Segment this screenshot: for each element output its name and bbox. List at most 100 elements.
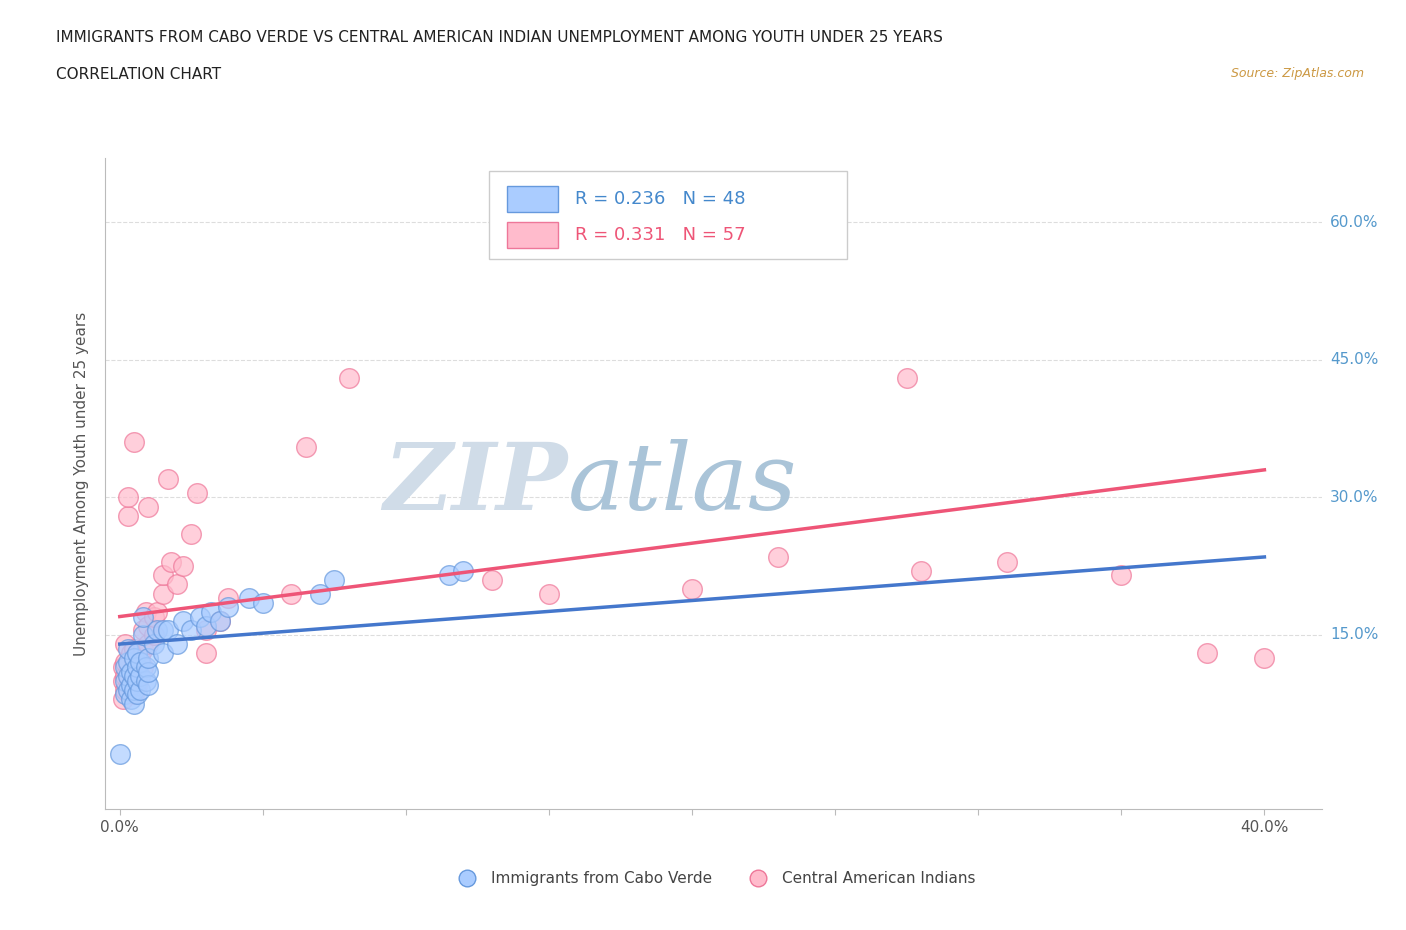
Point bbox=[451, 564, 474, 578]
Point bbox=[280, 586, 302, 601]
Point bbox=[131, 641, 153, 656]
Point bbox=[146, 623, 169, 638]
Point bbox=[125, 659, 148, 674]
Point bbox=[114, 655, 136, 670]
Point bbox=[125, 662, 148, 677]
Point bbox=[218, 600, 240, 615]
Point bbox=[128, 650, 150, 665]
Point bbox=[120, 678, 142, 693]
Point bbox=[117, 490, 139, 505]
FancyBboxPatch shape bbox=[488, 171, 848, 259]
Point bbox=[125, 673, 148, 688]
Point bbox=[125, 645, 148, 660]
Point bbox=[323, 573, 346, 588]
Point bbox=[218, 591, 240, 605]
Point bbox=[117, 641, 139, 656]
Point bbox=[122, 683, 145, 698]
Point bbox=[166, 637, 188, 652]
Point bbox=[238, 591, 260, 605]
Point bbox=[172, 614, 194, 629]
Point bbox=[111, 673, 134, 688]
Point bbox=[111, 659, 134, 674]
Text: R = 0.331   N = 57: R = 0.331 N = 57 bbox=[575, 226, 745, 244]
Text: atlas: atlas bbox=[568, 439, 797, 528]
Point bbox=[108, 747, 131, 762]
Point bbox=[995, 554, 1018, 569]
Point bbox=[120, 678, 142, 693]
Point bbox=[120, 692, 142, 707]
Point bbox=[122, 641, 145, 656]
Point bbox=[1111, 568, 1133, 583]
Point bbox=[152, 586, 174, 601]
Text: ZIP: ZIP bbox=[384, 439, 568, 528]
Point bbox=[143, 628, 166, 643]
Point bbox=[252, 595, 274, 610]
Point bbox=[1253, 650, 1275, 665]
Point bbox=[114, 687, 136, 702]
Point bbox=[172, 559, 194, 574]
Point bbox=[128, 669, 150, 684]
Point bbox=[138, 664, 160, 679]
Point bbox=[194, 623, 217, 638]
Point bbox=[143, 637, 166, 652]
Point bbox=[294, 440, 316, 455]
Point bbox=[114, 659, 136, 674]
Text: Source: ZipAtlas.com: Source: ZipAtlas.com bbox=[1230, 67, 1364, 80]
Point bbox=[309, 586, 332, 601]
Text: 15.0%: 15.0% bbox=[1330, 628, 1378, 643]
Point bbox=[122, 650, 145, 665]
Point bbox=[125, 645, 148, 660]
Point bbox=[186, 485, 208, 500]
Point bbox=[138, 678, 160, 693]
Point bbox=[152, 568, 174, 583]
Point bbox=[114, 673, 136, 688]
FancyBboxPatch shape bbox=[506, 186, 558, 212]
Point bbox=[200, 604, 222, 619]
Point bbox=[125, 687, 148, 702]
Point bbox=[122, 669, 145, 684]
Point bbox=[138, 637, 160, 652]
Point bbox=[337, 371, 360, 386]
Text: 60.0%: 60.0% bbox=[1330, 215, 1378, 230]
Point bbox=[128, 655, 150, 670]
Point bbox=[111, 692, 134, 707]
Point bbox=[122, 435, 145, 450]
Point bbox=[437, 568, 460, 583]
Point bbox=[160, 554, 183, 569]
Text: CORRELATION CHART: CORRELATION CHART bbox=[56, 67, 221, 82]
Point bbox=[194, 645, 217, 660]
Point bbox=[122, 697, 145, 711]
Point bbox=[138, 499, 160, 514]
Point bbox=[910, 564, 932, 578]
Point bbox=[120, 664, 142, 679]
Point bbox=[157, 623, 180, 638]
Point bbox=[114, 669, 136, 684]
Point bbox=[131, 623, 153, 638]
Text: 30.0%: 30.0% bbox=[1330, 490, 1378, 505]
Point bbox=[114, 637, 136, 652]
Text: R = 0.236   N = 48: R = 0.236 N = 48 bbox=[575, 190, 745, 208]
Point bbox=[134, 673, 156, 688]
Point bbox=[166, 577, 188, 591]
Point bbox=[122, 687, 145, 702]
Point bbox=[481, 573, 503, 588]
Point bbox=[146, 604, 169, 619]
Point bbox=[131, 628, 153, 643]
Point bbox=[537, 586, 560, 601]
Point bbox=[766, 550, 789, 565]
Text: IMMIGRANTS FROM CABO VERDE VS CENTRAL AMERICAN INDIAN UNEMPLOYMENT AMONG YOUTH U: IMMIGRANTS FROM CABO VERDE VS CENTRAL AM… bbox=[56, 30, 943, 45]
Legend: Immigrants from Cabo Verde, Central American Indians: Immigrants from Cabo Verde, Central Amer… bbox=[446, 866, 981, 893]
Point bbox=[180, 526, 202, 541]
Point bbox=[131, 659, 153, 674]
Point bbox=[1197, 645, 1219, 660]
Point bbox=[117, 669, 139, 684]
Point bbox=[194, 618, 217, 633]
Point bbox=[117, 683, 139, 698]
Point bbox=[117, 655, 139, 670]
Point bbox=[157, 472, 180, 486]
Point bbox=[122, 673, 145, 688]
Point bbox=[138, 618, 160, 633]
Point bbox=[122, 657, 145, 671]
Point bbox=[208, 614, 231, 629]
Text: 45.0%: 45.0% bbox=[1330, 352, 1378, 367]
